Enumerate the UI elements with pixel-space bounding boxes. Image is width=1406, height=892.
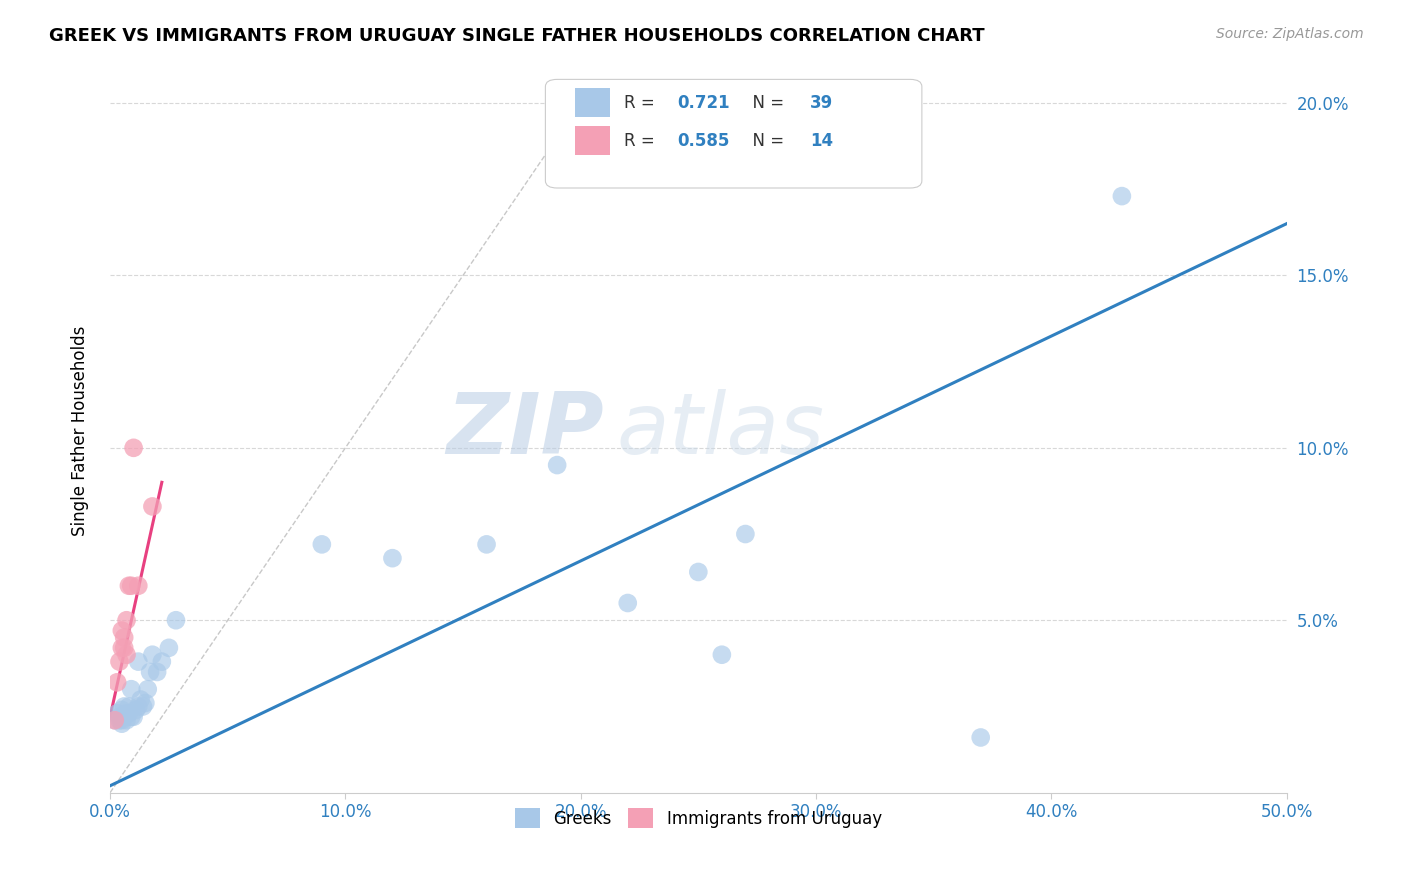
- Point: [688, 565, 710, 579]
- Point: [115, 613, 138, 627]
- Point: [146, 665, 169, 679]
- Point: [112, 710, 135, 724]
- Text: R =: R =: [624, 132, 661, 150]
- Point: [546, 458, 568, 472]
- Point: [134, 696, 156, 710]
- Point: [139, 665, 162, 679]
- Point: [120, 682, 142, 697]
- Bar: [575, 88, 610, 117]
- Point: [1111, 189, 1133, 203]
- Point: [165, 613, 187, 627]
- Text: 39: 39: [810, 94, 834, 112]
- Text: 0.721: 0.721: [678, 94, 730, 112]
- Point: [475, 537, 498, 551]
- Point: [141, 500, 163, 514]
- Point: [132, 699, 155, 714]
- Text: Source: ZipAtlas.com: Source: ZipAtlas.com: [1216, 27, 1364, 41]
- Point: [136, 682, 159, 697]
- Point: [112, 699, 135, 714]
- Point: [616, 596, 638, 610]
- Point: [105, 675, 128, 690]
- Point: [157, 640, 180, 655]
- Point: [111, 624, 134, 638]
- Point: [108, 710, 131, 724]
- FancyBboxPatch shape: [546, 79, 922, 188]
- Point: [150, 655, 173, 669]
- Point: [141, 648, 163, 662]
- Point: [118, 699, 141, 714]
- Bar: [575, 127, 610, 155]
- Point: [710, 648, 733, 662]
- Point: [118, 706, 141, 721]
- Point: [734, 527, 756, 541]
- Point: [104, 713, 127, 727]
- Legend: Greeks, Immigrants from Uruguay: Greeks, Immigrants from Uruguay: [508, 801, 889, 835]
- Point: [104, 713, 127, 727]
- Point: [105, 706, 128, 721]
- Point: [127, 655, 149, 669]
- Text: 14: 14: [810, 132, 834, 150]
- Point: [112, 640, 135, 655]
- Point: [111, 640, 134, 655]
- Point: [118, 579, 141, 593]
- Point: [122, 710, 145, 724]
- Point: [122, 441, 145, 455]
- Point: [125, 703, 148, 717]
- Point: [115, 648, 138, 662]
- Point: [111, 716, 134, 731]
- Point: [115, 706, 138, 721]
- Point: [311, 537, 333, 551]
- Text: R =: R =: [624, 94, 661, 112]
- Point: [970, 731, 993, 745]
- Text: ZIP: ZIP: [447, 389, 605, 472]
- Text: GREEK VS IMMIGRANTS FROM URUGUAY SINGLE FATHER HOUSEHOLDS CORRELATION CHART: GREEK VS IMMIGRANTS FROM URUGUAY SINGLE …: [49, 27, 984, 45]
- Text: atlas: atlas: [616, 389, 824, 472]
- Point: [127, 579, 149, 593]
- Point: [127, 699, 149, 714]
- Point: [120, 579, 142, 593]
- Point: [120, 710, 142, 724]
- Point: [129, 692, 152, 706]
- Text: N =: N =: [742, 94, 789, 112]
- Point: [111, 713, 134, 727]
- Point: [108, 655, 131, 669]
- Point: [115, 713, 138, 727]
- Y-axis label: Single Father Households: Single Father Households: [72, 326, 89, 536]
- Point: [111, 703, 134, 717]
- Text: N =: N =: [742, 132, 789, 150]
- Text: 0.585: 0.585: [678, 132, 730, 150]
- Point: [112, 631, 135, 645]
- Point: [381, 551, 404, 566]
- Point: [108, 713, 131, 727]
